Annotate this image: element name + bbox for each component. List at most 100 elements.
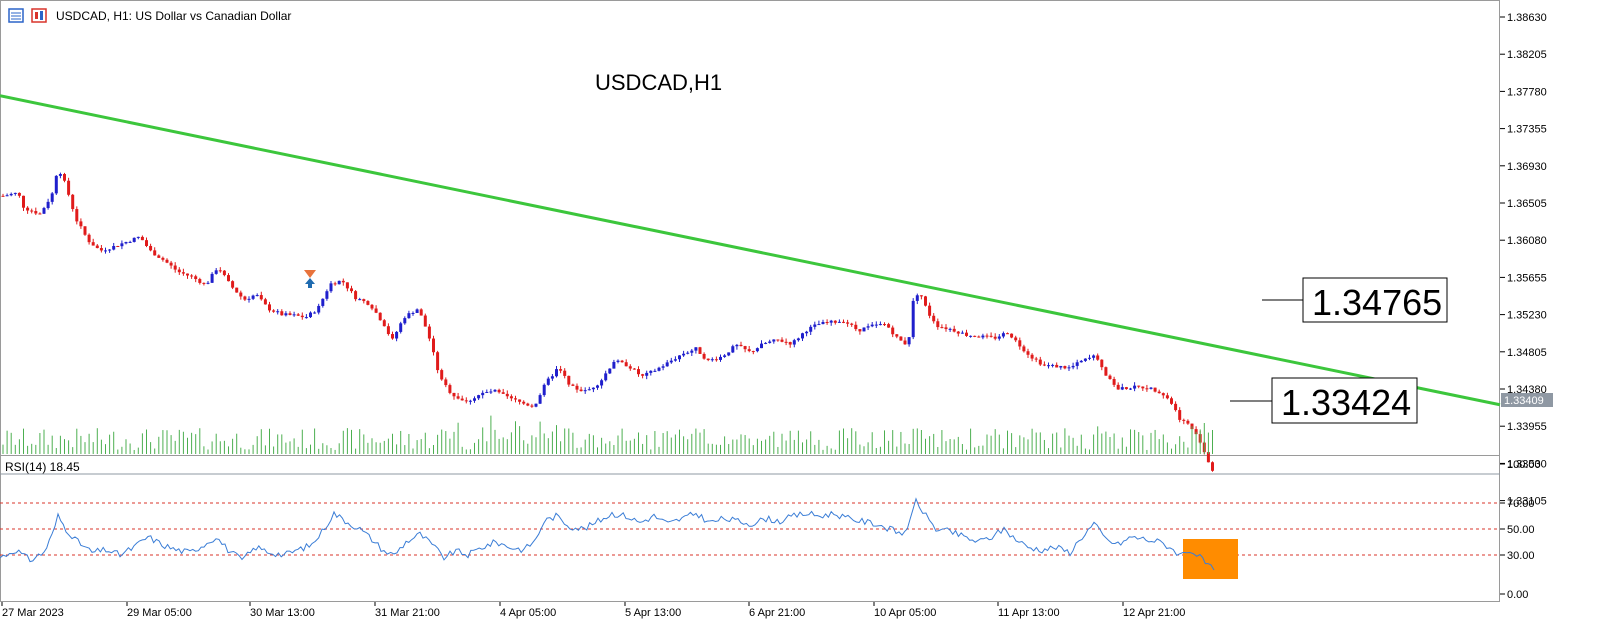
candle-body (128, 241, 132, 243)
candle-body (522, 401, 526, 404)
candle-body (251, 295, 255, 299)
time-tick-label: 31 Mar 21:00 (375, 607, 440, 619)
candle-body (555, 369, 558, 377)
candle-body (132, 237, 136, 242)
candle-body (825, 321, 829, 323)
price-tick-label: 1.37355 (1507, 124, 1547, 136)
candle-body (362, 299, 366, 302)
candle-body (280, 311, 284, 316)
candle-body (1088, 357, 1091, 359)
trendline[interactable] (0, 94, 1501, 407)
candle-body (181, 272, 185, 274)
price-axis[interactable]: 1.38630 1.38205 1.37780 1.37355 1.36930 1.365… (1500, 12, 1547, 508)
candle-body (300, 315, 304, 318)
candle-body (235, 287, 239, 293)
candle-body (1194, 429, 1198, 435)
candle-body (731, 346, 735, 353)
chart-menu-icon[interactable] (8, 8, 24, 23)
candle-body (989, 335, 993, 337)
candle-body (1014, 337, 1018, 341)
candle-body (559, 369, 563, 371)
candle-body (313, 312, 317, 314)
candle-body (1104, 367, 1108, 376)
candle-body (866, 326, 870, 328)
candle-body (710, 359, 714, 361)
candle-body (919, 295, 923, 297)
candle-body (444, 379, 448, 386)
candle-body (386, 326, 390, 335)
candle-body (727, 352, 731, 356)
candle-body (153, 250, 157, 256)
candle-body (91, 242, 95, 246)
candle-body (227, 275, 230, 282)
time-tick-label: 4 Apr 05:00 (500, 607, 556, 619)
candle-body (38, 213, 42, 215)
candle-body (1059, 366, 1063, 368)
price-tick-label: 1.36080 (1507, 235, 1547, 247)
candle-body (255, 295, 259, 297)
candle-body (563, 370, 567, 376)
candle-body (1137, 385, 1141, 387)
rsi-axis[interactable]: 100.00 70.00 50.00 30.00 0.00 (1500, 459, 1541, 601)
candle-body (1206, 452, 1210, 463)
candle-body (427, 326, 431, 339)
candle-body (591, 387, 595, 390)
candle-body (169, 262, 173, 266)
candle-body (542, 384, 546, 396)
chart-title: USDCAD,H1 (595, 70, 722, 95)
time-tick-label: 30 Mar 13:00 (250, 607, 315, 619)
candle-body (378, 312, 382, 321)
candle-body (456, 396, 460, 399)
candle-body (67, 180, 71, 195)
candle-body (1100, 359, 1104, 368)
price-tick-label: 1.33105 (1507, 496, 1547, 508)
candle-body (284, 313, 288, 316)
candle-body (358, 299, 362, 301)
candle-body (1153, 387, 1157, 392)
candle-body (161, 257, 165, 260)
candle-body (960, 332, 964, 334)
candle-body (878, 324, 882, 326)
candle-body (210, 273, 214, 283)
candle-body (657, 367, 661, 371)
candle-body (567, 375, 571, 385)
chart-type-icon[interactable] (31, 8, 47, 23)
candle-body (608, 368, 612, 374)
candle-body (1141, 386, 1145, 389)
candle-body (329, 283, 333, 292)
candle-body (1071, 365, 1075, 368)
candle-body (509, 396, 513, 399)
candle-body (653, 370, 657, 372)
candle-body (682, 353, 686, 356)
candle-body (464, 400, 468, 402)
candle-body (620, 360, 624, 363)
rsi-tick-label: 30.00 (1507, 550, 1535, 562)
candle-body (407, 313, 411, 319)
candle-body (669, 360, 673, 363)
candle-body (641, 374, 645, 376)
candle-body (157, 255, 161, 258)
candle-body (977, 336, 981, 338)
time-tick-label: 27 Mar 2023 (2, 607, 64, 619)
candle-body (837, 321, 841, 323)
candle-body (391, 334, 394, 339)
candle-body (1022, 346, 1026, 352)
candle-body (341, 280, 345, 283)
time-tick-label: 12 Apr 21:00 (1123, 607, 1185, 619)
candle-body (382, 320, 386, 327)
time-axis[interactable]: 27 Mar 2023 29 Mar 05:00 30 Mar 13:00 31 Ma… (1, 602, 1185, 619)
candle-body (317, 305, 321, 313)
candle-body (177, 269, 181, 273)
candle-body (259, 295, 263, 300)
candle-body (673, 359, 677, 361)
candle-body (124, 241, 128, 244)
rsi-tick-label: 100.00 (1507, 459, 1541, 471)
candle-body (79, 221, 83, 227)
rsi-tick-label: 0.00 (1507, 589, 1528, 601)
candle-body (903, 340, 907, 345)
candle-body (579, 389, 583, 392)
candle-body (136, 236, 140, 238)
buy-arrow-icon[interactable] (304, 270, 316, 288)
candle-body (304, 317, 308, 319)
